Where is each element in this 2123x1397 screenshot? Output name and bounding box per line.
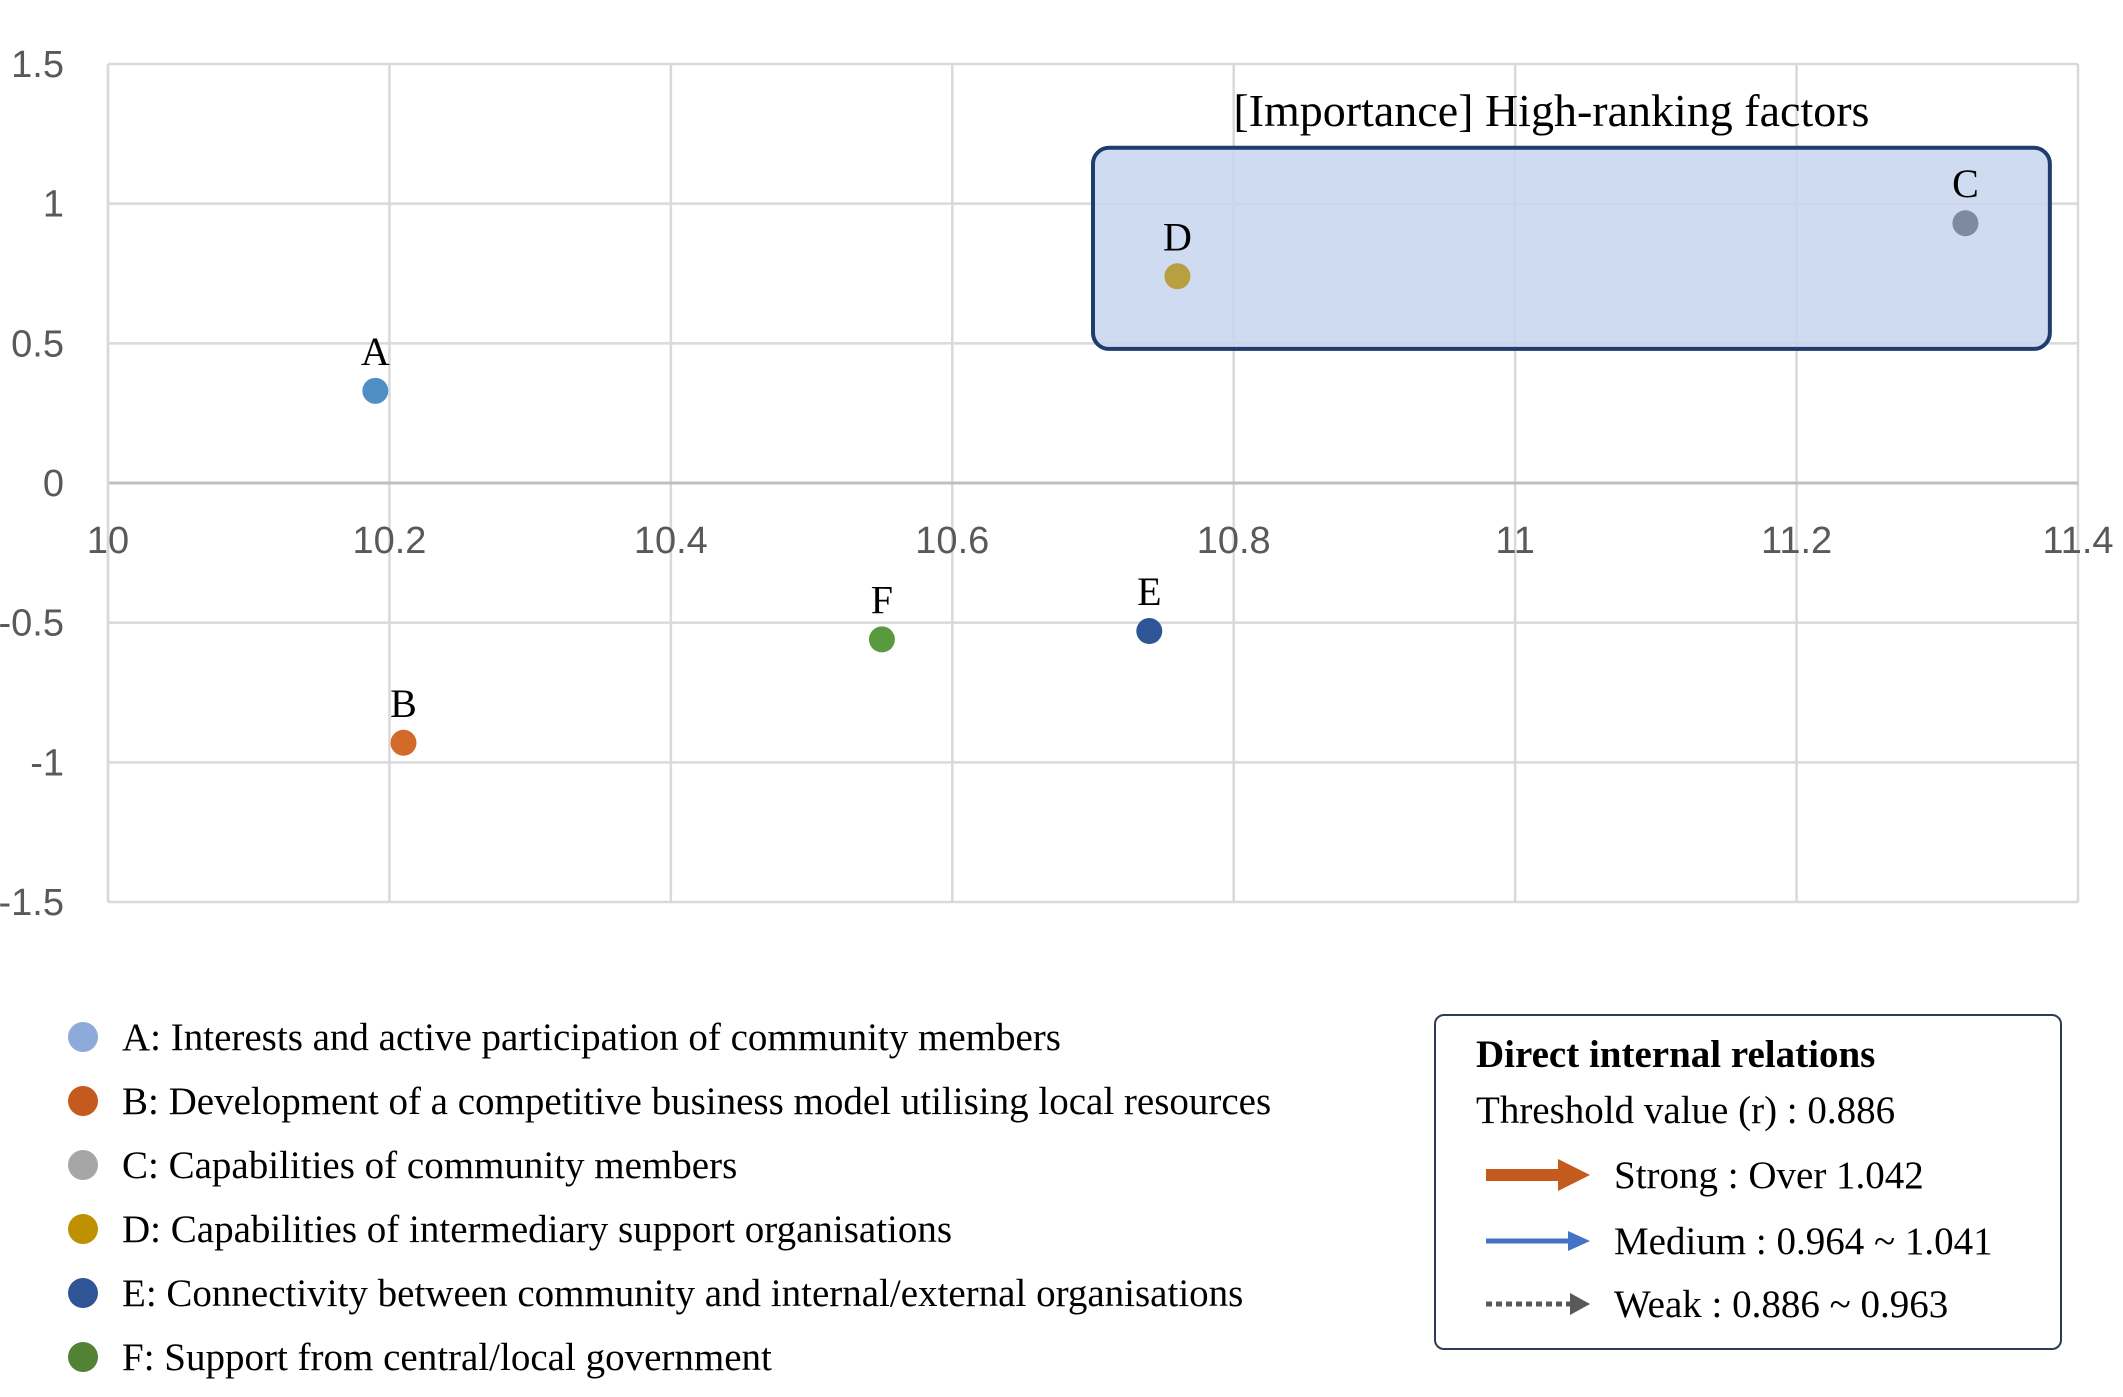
threshold-value: Threshold value (r) : 0.886 <box>1476 1089 1896 1132</box>
medium-relation-label: Medium : 0.964 ~ 1.041 <box>1614 1219 1993 1263</box>
relations-legend-box: Direct internal relations Threshold valu… <box>1434 1014 2062 1350</box>
data-point-d <box>1164 263 1191 290</box>
y-tick-label: -0.5 <box>0 603 64 645</box>
data-point-e <box>1136 618 1163 645</box>
y-tick-label: -1.5 <box>0 882 64 924</box>
legend-item-d: D: Capabilities of intermediary support … <box>68 1197 1271 1261</box>
x-tick-label: 10.4 <box>634 520 708 562</box>
legend-label-c: C: Capabilities of community members <box>122 1143 738 1187</box>
legend-label-e: E: Connectivity between community and in… <box>122 1271 1244 1315</box>
legend: A: Interests and active participation of… <box>68 1005 1271 1389</box>
data-point-b <box>390 729 417 756</box>
axes: 10 10.2 10.4 10.6 10.8 11 11.2 11.4 1.5 1 0.5 0 -0.5… <box>0 44 2114 924</box>
data-point-c <box>1952 210 1979 237</box>
high-ranking-region <box>1091 145 2052 351</box>
data-point-a <box>362 377 389 404</box>
legend-label-d: D: Capabilities of intermediary support … <box>122 1207 953 1251</box>
legend-item-e: E: Connectivity between community and in… <box>68 1261 1271 1325</box>
legend-item-c: C: Capabilities of community members <box>68 1133 1271 1197</box>
weak-relation-label: Weak : 0.886 ~ 0.963 <box>1614 1282 1949 1326</box>
legend-marker-b <box>68 1086 98 1116</box>
weak-relation-row: Weak : 0.886 ~ 0.963 <box>1484 1279 1948 1329</box>
high-ranking-title: [Importance] High-ranking factors <box>1233 85 1869 136</box>
x-tick-label: 10.8 <box>1197 520 1271 562</box>
strong-relation-row: Strong : Over 1.042 <box>1484 1150 1924 1200</box>
y-tick-label: 0 <box>43 463 64 505</box>
point-label-d: D <box>1163 214 1192 259</box>
x-tick-label: 11 <box>1495 520 1534 562</box>
legend-marker-e <box>68 1278 98 1308</box>
y-tick-label: 0.5 <box>11 323 64 365</box>
legend-marker-c <box>68 1150 98 1180</box>
legend-marker-d <box>68 1214 98 1244</box>
y-tick-label: 1 <box>43 184 64 226</box>
medium-relation-row: Medium : 0.964 ~ 1.041 <box>1484 1216 1993 1266</box>
x-tick-label: 11.2 <box>1761 520 1832 562</box>
data-point-f <box>868 626 895 653</box>
legend-marker-a <box>68 1022 98 1052</box>
annotation-group: [Importance] High-ranking factors <box>1091 85 2052 351</box>
relations-title: Direct internal relations <box>1476 1033 1876 1076</box>
legend-item-b: B: Development of a competitive business… <box>68 1069 1271 1133</box>
x-tick-label: 10 <box>87 520 129 562</box>
strong-relation-label: Strong : Over 1.042 <box>1614 1153 1924 1197</box>
point-label-c: C <box>1952 161 1979 206</box>
scatter-chart: [Importance] High-ranking factors 10 10.2… <box>0 44 2114 924</box>
legend-label-f: F: Support from central/local government <box>122 1335 772 1379</box>
legend-marker-f <box>68 1342 98 1372</box>
strong-arrow-icon <box>1486 1159 1590 1191</box>
point-label-b: B <box>390 681 417 726</box>
legend-label-b: B: Development of a competitive business… <box>122 1079 1272 1123</box>
point-label-a: A <box>361 329 390 374</box>
y-tick-label: -1 <box>30 742 64 784</box>
legend-label-a: A: Interests and active participation of… <box>122 1015 1061 1059</box>
x-tick-label: 10.6 <box>915 520 989 562</box>
weak-arrow-icon <box>1486 1293 1590 1315</box>
legend-item-f: F: Support from central/local government <box>68 1325 1271 1389</box>
y-tick-label: 1.5 <box>11 44 64 86</box>
point-label-e: E <box>1137 569 1161 614</box>
x-tick-label: 11.4 <box>2042 520 2113 562</box>
x-tick-label: 10.2 <box>352 520 426 562</box>
data-points: A B C D E F <box>361 161 1979 756</box>
legend-item-a: A: Interests and active participation of… <box>68 1005 1271 1069</box>
point-label-f: F <box>871 577 893 622</box>
medium-arrow-icon <box>1486 1231 1590 1251</box>
